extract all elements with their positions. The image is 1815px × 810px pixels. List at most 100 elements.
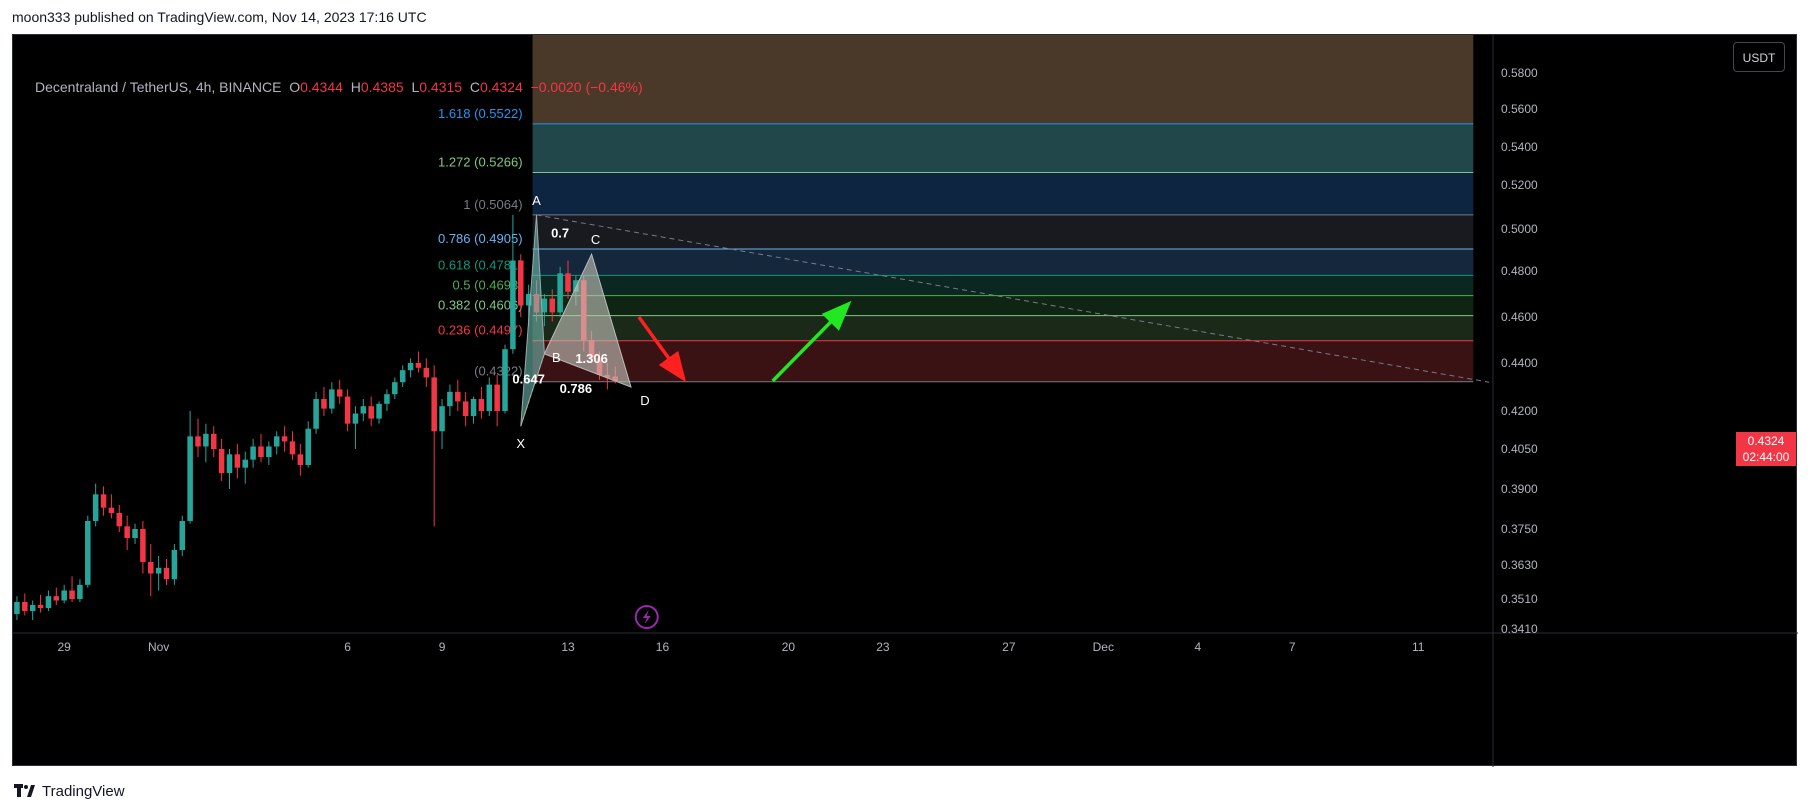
candle-body: [69, 590, 75, 599]
price-tick-label: 0.4050: [1501, 442, 1538, 456]
candle-body: [336, 389, 343, 397]
fib-zone-0.786: [532, 248, 1474, 276]
candle-body: [155, 567, 162, 574]
candle-body: [455, 391, 461, 402]
pattern-point-A: A: [532, 193, 541, 208]
candle-body: [281, 436, 288, 442]
candle-body: [132, 529, 138, 538]
candle-body: [360, 406, 367, 414]
time-tick-label: 23: [876, 640, 890, 654]
fib-zone-0.5: [532, 295, 1474, 316]
high-value: 0.4385: [360, 79, 404, 95]
arrow-down-icon: [637, 315, 687, 383]
fib-zone-0.618: [532, 275, 1474, 296]
candle-body: [297, 454, 304, 465]
footer-brand: TradingView: [42, 782, 125, 800]
candle-body: [344, 396, 351, 424]
fib-zone-1: [532, 214, 1474, 249]
time-tick-label: 4: [1194, 640, 1201, 654]
pattern-point-D: D: [640, 393, 649, 408]
close-value: 0.4324: [479, 79, 523, 95]
candle-body: [266, 446, 272, 457]
candle-body: [399, 370, 406, 383]
candle-body: [525, 294, 532, 306]
price-tick-label: 0.5600: [1501, 102, 1538, 116]
time-tick-label: 7: [1289, 640, 1296, 654]
pattern-ratio: 1.306: [575, 351, 608, 366]
candle-body: [140, 529, 146, 562]
candle-body: [407, 363, 414, 371]
candle-body: [85, 521, 91, 585]
candle-body: [273, 436, 280, 447]
price-tick-label: 0.4200: [1501, 404, 1538, 418]
open-label: O: [289, 79, 301, 95]
pattern-ratio: 0.7: [551, 225, 569, 240]
price-tick-label: 0.5400: [1501, 140, 1538, 154]
candle-body: [258, 446, 264, 457]
candle-body: [108, 507, 115, 513]
price-tick-label: 0.3900: [1501, 482, 1538, 496]
candle-body: [313, 399, 319, 429]
candle-body: [384, 394, 390, 404]
candle-body: [53, 596, 60, 601]
pattern-ratio: 0.786: [560, 381, 593, 396]
candle-body: [179, 521, 186, 550]
candle-body: [392, 382, 398, 395]
candle-body: [163, 567, 170, 580]
candle-body: [14, 602, 20, 614]
price-tick-label: 0.5800: [1501, 66, 1538, 80]
candle-body: [289, 441, 296, 455]
candle-body: [431, 377, 437, 432]
candle-body: [462, 401, 469, 417]
price-tick-label: 0.3510: [1501, 592, 1538, 606]
price-tick-label: 0.3410: [1501, 622, 1538, 636]
pattern-ratio: 0.647: [512, 371, 545, 386]
candle-body: [226, 454, 233, 473]
footer: TradingView: [14, 780, 125, 802]
candle-body: [447, 391, 453, 407]
currency-button[interactable]: USDT: [1733, 42, 1785, 72]
candle-body: [29, 605, 36, 611]
time-tick-label: 6: [344, 640, 351, 654]
change-value: −0.0020 (−0.46%): [530, 79, 643, 95]
candle-body: [486, 384, 493, 411]
candle-body: [100, 494, 107, 508]
candle-body: [510, 260, 516, 350]
high-label: H: [350, 79, 361, 95]
arrow-up-icon: [771, 300, 852, 383]
chart-frame[interactable]: 1.618 (0.5522) 1.272 (0.5266) 1 (0.5064) 0.…: [12, 34, 1798, 767]
open-value: 0.4344: [300, 79, 343, 95]
time-tick-label: 27: [1002, 640, 1016, 654]
lightning-event-icon: [634, 605, 659, 629]
pattern-xb: [520, 353, 545, 427]
fib-label-0.786: 0.786 (0.4905): [438, 231, 523, 246]
pattern-point-B: B: [552, 350, 561, 365]
time-tick-label: 20: [782, 640, 796, 654]
price-chart[interactable]: 1.618 (0.5522) 1.272 (0.5266) 1 (0.5064) 0.…: [13, 35, 1798, 767]
fib-label-1.272: 1.272 (0.5266): [438, 154, 523, 169]
candle-body: [61, 590, 67, 601]
candle-body: [478, 399, 485, 411]
fib-label-0: (0.4322): [474, 364, 522, 379]
candle-body: [124, 526, 130, 538]
fib-zone-0.382: [532, 315, 1474, 341]
candle-body: [329, 389, 335, 409]
fib-zone-1.272: [532, 172, 1474, 215]
candle-body: [77, 584, 83, 599]
symbol-name: Decentraland / TetherUS, 4h, BINANCE: [35, 79, 282, 95]
candle-body: [541, 298, 548, 313]
candle-body: [423, 367, 430, 378]
candle-body: [470, 399, 477, 417]
fib-zone-0.236: [532, 340, 1474, 382]
time-tick-label: 11: [1412, 640, 1425, 654]
time-tick-label: 29: [57, 640, 71, 654]
last-price-value: 0.4324: [1747, 434, 1785, 448]
candle-body: [22, 602, 28, 611]
pattern-point-C: C: [591, 232, 600, 247]
candle-body: [242, 459, 248, 468]
candle-body: [502, 349, 508, 411]
candle-body: [305, 428, 311, 465]
fib-label-0.618: 0.618 (0.4781): [438, 257, 523, 272]
time-tick-label: Nov: [148, 640, 169, 654]
pattern-point-X: X: [516, 436, 525, 451]
